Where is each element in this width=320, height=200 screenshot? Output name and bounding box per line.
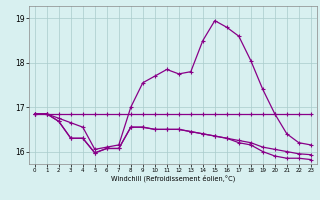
X-axis label: Windchill (Refroidissement éolien,°C): Windchill (Refroidissement éolien,°C): [111, 175, 235, 182]
